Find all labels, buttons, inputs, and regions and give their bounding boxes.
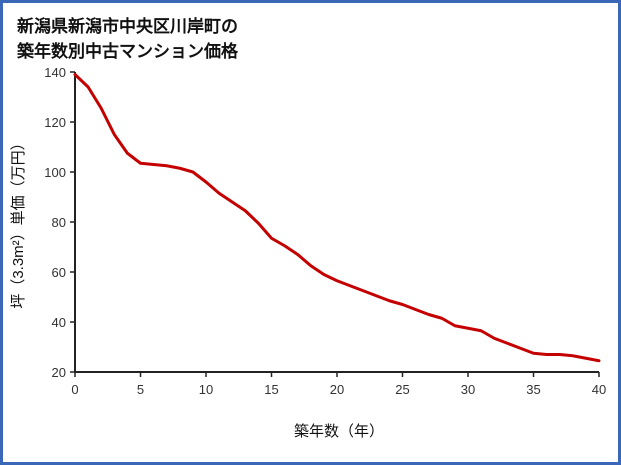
y-tick-label: 120 bbox=[44, 115, 66, 130]
x-tick-label: 5 bbox=[137, 382, 144, 397]
y-tick-label: 100 bbox=[44, 165, 66, 180]
x-tick-label: 20 bbox=[330, 382, 344, 397]
x-tick-label: 10 bbox=[199, 382, 213, 397]
x-tick-label: 30 bbox=[461, 382, 475, 397]
y-tick-label: 60 bbox=[52, 265, 66, 280]
y-tick-label: 140 bbox=[44, 65, 66, 80]
line-chart: 0 5 10 15 20 25 30 35 40 20 40 60 80 100 120 140 築年数（年）… bbox=[10, 65, 606, 440]
y-axis-label: 坪（3.3m²）単価（万円） bbox=[10, 136, 27, 309]
x-tick-label: 35 bbox=[526, 382, 540, 397]
x-tick-label: 0 bbox=[71, 382, 78, 397]
x-tick-label: 25 bbox=[395, 382, 409, 397]
x-tick-label: 15 bbox=[264, 382, 278, 397]
chart-title-line1: 新潟県新潟市中央区川岸町の bbox=[17, 17, 238, 36]
x-axis-label: 築年数（年） bbox=[294, 422, 384, 440]
y-tick-label: 40 bbox=[52, 315, 66, 330]
price-line bbox=[73, 73, 601, 363]
y-tick-label: 20 bbox=[52, 365, 66, 380]
chart-title: 新潟県新潟市中央区川岸町の 築年数別中古マンション価格 bbox=[3, 3, 618, 64]
y-tick-label: 80 bbox=[52, 215, 66, 230]
plot-area: 0 5 10 15 20 25 30 35 40 20 40 60 80 100 120 140 bbox=[44, 65, 606, 397]
chart-title-line2: 築年数別中古マンション価格 bbox=[17, 41, 238, 61]
x-tick-label: 40 bbox=[592, 382, 606, 397]
